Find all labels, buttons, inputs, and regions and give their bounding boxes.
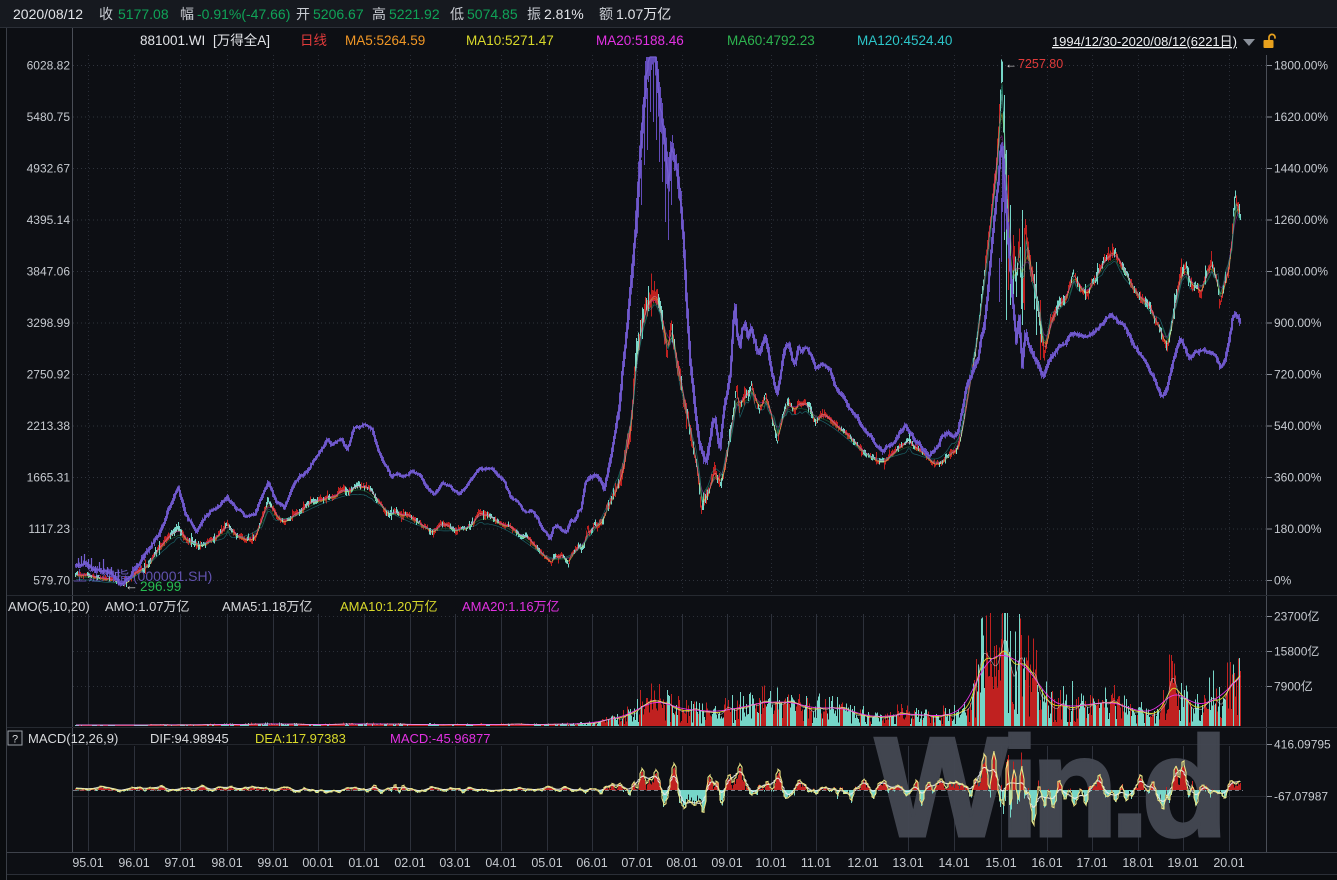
svg-text:-67.07987: -67.07987	[1274, 790, 1328, 804]
svg-text:00.01: 00.01	[302, 856, 333, 870]
svg-text:MA10:5271.47: MA10:5271.47	[466, 33, 554, 48]
svg-text:20.01: 20.01	[1213, 856, 1244, 870]
svg-text:5074.85: 5074.85	[467, 6, 518, 22]
svg-text:02.01: 02.01	[394, 856, 425, 870]
svg-text:11.01: 11.01	[801, 856, 831, 870]
svg-text:720.00%: 720.00%	[1274, 368, 1322, 382]
svg-text:10.01: 10.01	[755, 856, 786, 870]
svg-text:日线: 日线	[300, 33, 327, 48]
svg-text:收: 收	[99, 6, 113, 22]
svg-text:416.09795: 416.09795	[1274, 738, 1331, 752]
svg-text:DIF:94.98945: DIF:94.98945	[150, 731, 229, 746]
svg-text:幅: 幅	[180, 6, 194, 22]
svg-text:01.01: 01.01	[348, 856, 379, 870]
svg-text:7257.80: 7257.80	[1018, 57, 1063, 71]
svg-text:高: 高	[372, 6, 386, 22]
svg-text:4395.14: 4395.14	[27, 213, 71, 227]
svg-text:2213.38: 2213.38	[27, 419, 71, 433]
svg-text:97.01: 97.01	[164, 856, 195, 870]
svg-text:3298.99: 3298.99	[27, 316, 71, 330]
svg-text:1117.23: 1117.23	[28, 522, 70, 536]
svg-text:5221.92: 5221.92	[389, 6, 440, 22]
svg-text:06.01: 06.01	[576, 856, 607, 870]
svg-text:15800亿: 15800亿	[1274, 644, 1319, 659]
svg-text:Win.d: Win.d	[875, 708, 1220, 867]
svg-text:360.00%: 360.00%	[1274, 471, 1322, 485]
svg-text:1800.00%: 1800.00%	[1274, 59, 1328, 73]
svg-text:296.99: 296.99	[140, 579, 181, 594]
svg-text:3847.06: 3847.06	[27, 265, 71, 279]
svg-text:540.00%: 540.00%	[1274, 419, 1322, 433]
svg-text:2.81%: 2.81%	[544, 6, 584, 22]
svg-text:96.01: 96.01	[118, 856, 149, 870]
svg-text:-0.91%(-47.66): -0.91%(-47.66)	[197, 6, 290, 22]
svg-text:15.01: 15.01	[985, 856, 1016, 870]
svg-text:180.00%: 180.00%	[1274, 522, 1322, 536]
svg-text:1440.00%: 1440.00%	[1274, 162, 1328, 176]
svg-text:16.01: 16.01	[1031, 856, 1062, 870]
svg-text:[万得全A]: [万得全A]	[213, 32, 270, 48]
svg-text:低: 低	[450, 6, 464, 22]
svg-text:05.01: 05.01	[531, 856, 562, 870]
svg-text:?: ?	[12, 734, 18, 746]
svg-text:579.70: 579.70	[33, 574, 70, 588]
svg-text:MA5:5264.59: MA5:5264.59	[345, 33, 425, 48]
svg-text:开: 开	[296, 6, 310, 22]
svg-text:99.01: 99.01	[257, 856, 288, 870]
svg-text:881001.WI: 881001.WI	[140, 33, 205, 48]
svg-text:AMO(5,10,20): AMO(5,10,20)	[8, 599, 90, 614]
svg-text:07.01: 07.01	[621, 856, 652, 870]
svg-text:AMA10:1.20万亿: AMA10:1.20万亿	[340, 599, 438, 614]
svg-text:MA20:5188.46: MA20:5188.46	[596, 33, 684, 48]
svg-text:6028.82: 6028.82	[27, 59, 71, 73]
svg-text:1260.00%: 1260.00%	[1274, 213, 1328, 227]
svg-text:12.01: 12.01	[847, 856, 878, 870]
svg-text:900.00%: 900.00%	[1274, 316, 1322, 330]
svg-text:AMA5:1.18万亿: AMA5:1.18万亿	[222, 599, 312, 614]
svg-text:2750.92: 2750.92	[27, 368, 71, 382]
svg-text:7900亿: 7900亿	[1274, 679, 1313, 694]
svg-text:17.01: 17.01	[1076, 856, 1107, 870]
svg-text:08.01: 08.01	[666, 856, 697, 870]
svg-text:04.01: 04.01	[485, 856, 516, 870]
svg-text:1665.31: 1665.31	[27, 471, 71, 485]
svg-text:4932.67: 4932.67	[27, 162, 71, 176]
svg-text:DEA:117.97383: DEA:117.97383	[255, 731, 346, 746]
svg-text:09.01: 09.01	[711, 856, 742, 870]
svg-text:13.01: 13.01	[892, 856, 923, 870]
svg-text:95.01: 95.01	[72, 856, 103, 870]
svg-text:MACD:-45.96877: MACD:-45.96877	[390, 731, 490, 746]
svg-text:MA60:4792.23: MA60:4792.23	[727, 33, 815, 48]
svg-text:1620.00%: 1620.00%	[1274, 110, 1328, 124]
svg-text:14.01: 14.01	[938, 856, 969, 870]
svg-text:18.01: 18.01	[1122, 856, 1153, 870]
svg-text:←: ←	[125, 578, 138, 593]
svg-text:MACD(12,26,9): MACD(12,26,9)	[28, 731, 118, 746]
svg-text:23700亿: 23700亿	[1274, 609, 1319, 624]
svg-text:MA120:4524.40: MA120:4524.40	[857, 33, 952, 48]
svg-text:0%: 0%	[1274, 574, 1292, 588]
svg-text:AMO:1.07万亿: AMO:1.07万亿	[105, 599, 190, 614]
svg-text:振: 振	[527, 6, 541, 22]
svg-text:1080.00%: 1080.00%	[1274, 265, 1328, 279]
svg-text:1994/12/30-2020/08/12(6221日): 1994/12/30-2020/08/12(6221日)	[1052, 34, 1237, 49]
svg-text:1.07万亿: 1.07万亿	[616, 6, 671, 22]
svg-text:2020/08/12: 2020/08/12	[13, 6, 83, 22]
svg-text:5177.08: 5177.08	[118, 6, 169, 22]
svg-text:03.01: 03.01	[439, 856, 470, 870]
svg-text:19.01: 19.01	[1167, 856, 1198, 870]
svg-text:98.01: 98.01	[211, 856, 242, 870]
svg-text:←: ←	[1005, 57, 1017, 71]
svg-text:额: 额	[599, 6, 613, 22]
svg-text:5480.75: 5480.75	[27, 110, 71, 124]
svg-text:5206.67: 5206.67	[313, 6, 364, 22]
svg-text:AMA20:1.16万亿: AMA20:1.16万亿	[462, 599, 560, 614]
